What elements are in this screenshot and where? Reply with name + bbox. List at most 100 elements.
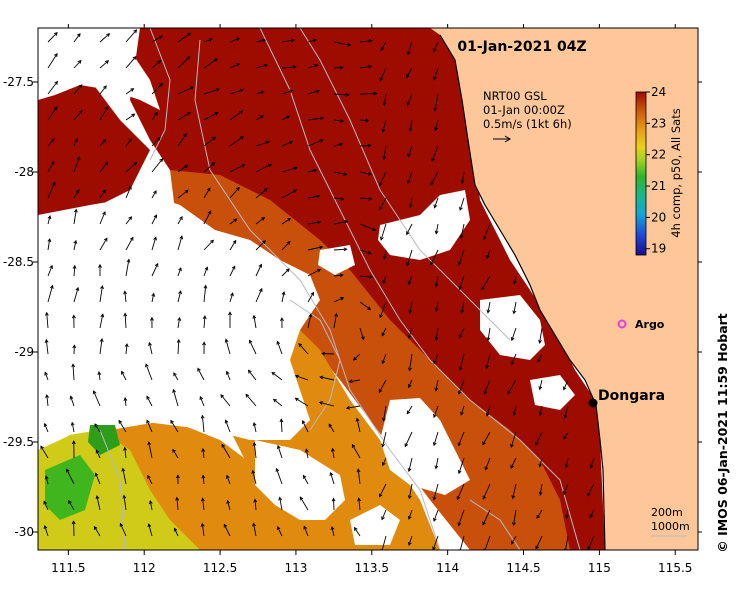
- current-arrow-head: [50, 160, 55, 165]
- current-arrow: [201, 415, 205, 433]
- current-arrow: [486, 353, 491, 369]
- current-arrow-head: [406, 231, 410, 236]
- current-arrow: [47, 215, 51, 225]
- current-arrow: [281, 189, 297, 199]
- current-arrow: [487, 301, 491, 313]
- current-arrow: [354, 527, 361, 537]
- current-arrow-head: [587, 545, 591, 550]
- current-arrow-head: [170, 419, 174, 424]
- current-arrow: [255, 240, 266, 251]
- current-arrow: [177, 32, 191, 43]
- place-dongara: Dongara: [588, 388, 665, 408]
- current-arrow-head: [252, 441, 257, 446]
- current-arrow: [255, 39, 266, 43]
- current-arrow: [279, 497, 283, 511]
- current-arrow: [435, 223, 439, 234]
- current-arrow: [177, 56, 191, 69]
- current-arrow: [359, 171, 372, 175]
- current-arrow-head: [512, 411, 517, 417]
- place-dot-icon: [588, 398, 598, 408]
- current-arrow-head: [44, 475, 49, 480]
- current-arrow-head: [240, 135, 245, 140]
- current-arrow-head: [130, 88, 135, 92]
- current-arrow-head: [406, 410, 411, 415]
- current-arrow: [484, 535, 491, 550]
- current-arrow: [510, 457, 517, 469]
- current-arrow: [564, 405, 569, 419]
- current-arrow: [254, 499, 257, 511]
- current-arrow-head: [200, 497, 205, 502]
- current-arrow-head: [95, 449, 100, 454]
- current-arrow-head: [146, 419, 150, 424]
- current-arrow: [333, 119, 344, 122]
- current-arrow: [248, 370, 257, 381]
- current-arrow: [177, 133, 187, 147]
- current-arrow-head: [173, 372, 177, 377]
- current-arrow: [461, 301, 465, 313]
- current-arrow: [330, 472, 335, 485]
- current-arrow-head: [44, 311, 49, 316]
- current-arrow: [170, 420, 179, 433]
- current-arrow: [125, 216, 132, 225]
- current-arrow: [481, 275, 491, 290]
- current-arrow: [458, 457, 465, 474]
- current-arrow-head: [458, 366, 463, 371]
- current-arrow-head: [213, 58, 218, 62]
- current-arrow-head: [345, 92, 350, 97]
- argo-marker-icon: [617, 319, 627, 329]
- current-arrow: [458, 431, 465, 446]
- current-arrow-head: [123, 290, 127, 295]
- current-arrow-head: [104, 161, 109, 166]
- current-arrow-head: [407, 153, 412, 158]
- current-arrow: [482, 509, 491, 525]
- current-arrow: [281, 115, 290, 121]
- current-arrow-head: [406, 262, 410, 267]
- current-arrow-head: [289, 140, 294, 145]
- current-arrow: [459, 275, 465, 290]
- current-arrow-head: [430, 261, 434, 266]
- current-arrow-head: [133, 29, 138, 34]
- current-arrow: [482, 483, 491, 500]
- current-arrow: [281, 218, 291, 225]
- x-tick-label: 112.5: [203, 561, 237, 575]
- current-arrow-head: [433, 204, 438, 209]
- current-arrow: [125, 29, 137, 43]
- current-arrow: [486, 405, 491, 416]
- current-arrow: [409, 353, 413, 371]
- current-arrow-head: [236, 186, 240, 191]
- current-arrow-head: [511, 540, 515, 545]
- current-arrow-head: [201, 447, 206, 452]
- current-arrow: [151, 112, 158, 121]
- current-arrow-head: [208, 38, 213, 42]
- current-arrow: [513, 301, 517, 314]
- current-arrow-head: [99, 337, 104, 343]
- current-arrow: [125, 259, 130, 277]
- current-arrow-head: [47, 238, 52, 243]
- x-tick-label: 113: [284, 561, 307, 575]
- current-arrow: [225, 339, 231, 355]
- current-arrow: [434, 93, 439, 111]
- current-arrow: [333, 197, 344, 200]
- current-arrow: [229, 164, 245, 173]
- current-arrow: [151, 293, 155, 303]
- current-arrow-head: [381, 128, 386, 133]
- current-arrow-head: [564, 514, 569, 519]
- current-arrow-head: [44, 371, 48, 376]
- current-arrow: [71, 422, 75, 433]
- current-arrow-head: [271, 371, 276, 376]
- current-arrow: [408, 483, 413, 499]
- current-arrow-head: [225, 474, 230, 479]
- current-arrow: [73, 189, 80, 199]
- current-arrow-head: [232, 239, 237, 244]
- current-arrow: [434, 119, 439, 131]
- current-arrow: [458, 379, 465, 395]
- current-arrow-head: [343, 172, 348, 176]
- colorbar-tick-label: 23: [651, 116, 666, 130]
- colorbar-tick-label: 22: [651, 148, 666, 162]
- current-arrow: [539, 483, 543, 496]
- current-arrow-head: [294, 374, 299, 379]
- current-arrow-head: [153, 214, 158, 219]
- current-arrow-head: [231, 265, 236, 270]
- current-arrow: [307, 117, 324, 121]
